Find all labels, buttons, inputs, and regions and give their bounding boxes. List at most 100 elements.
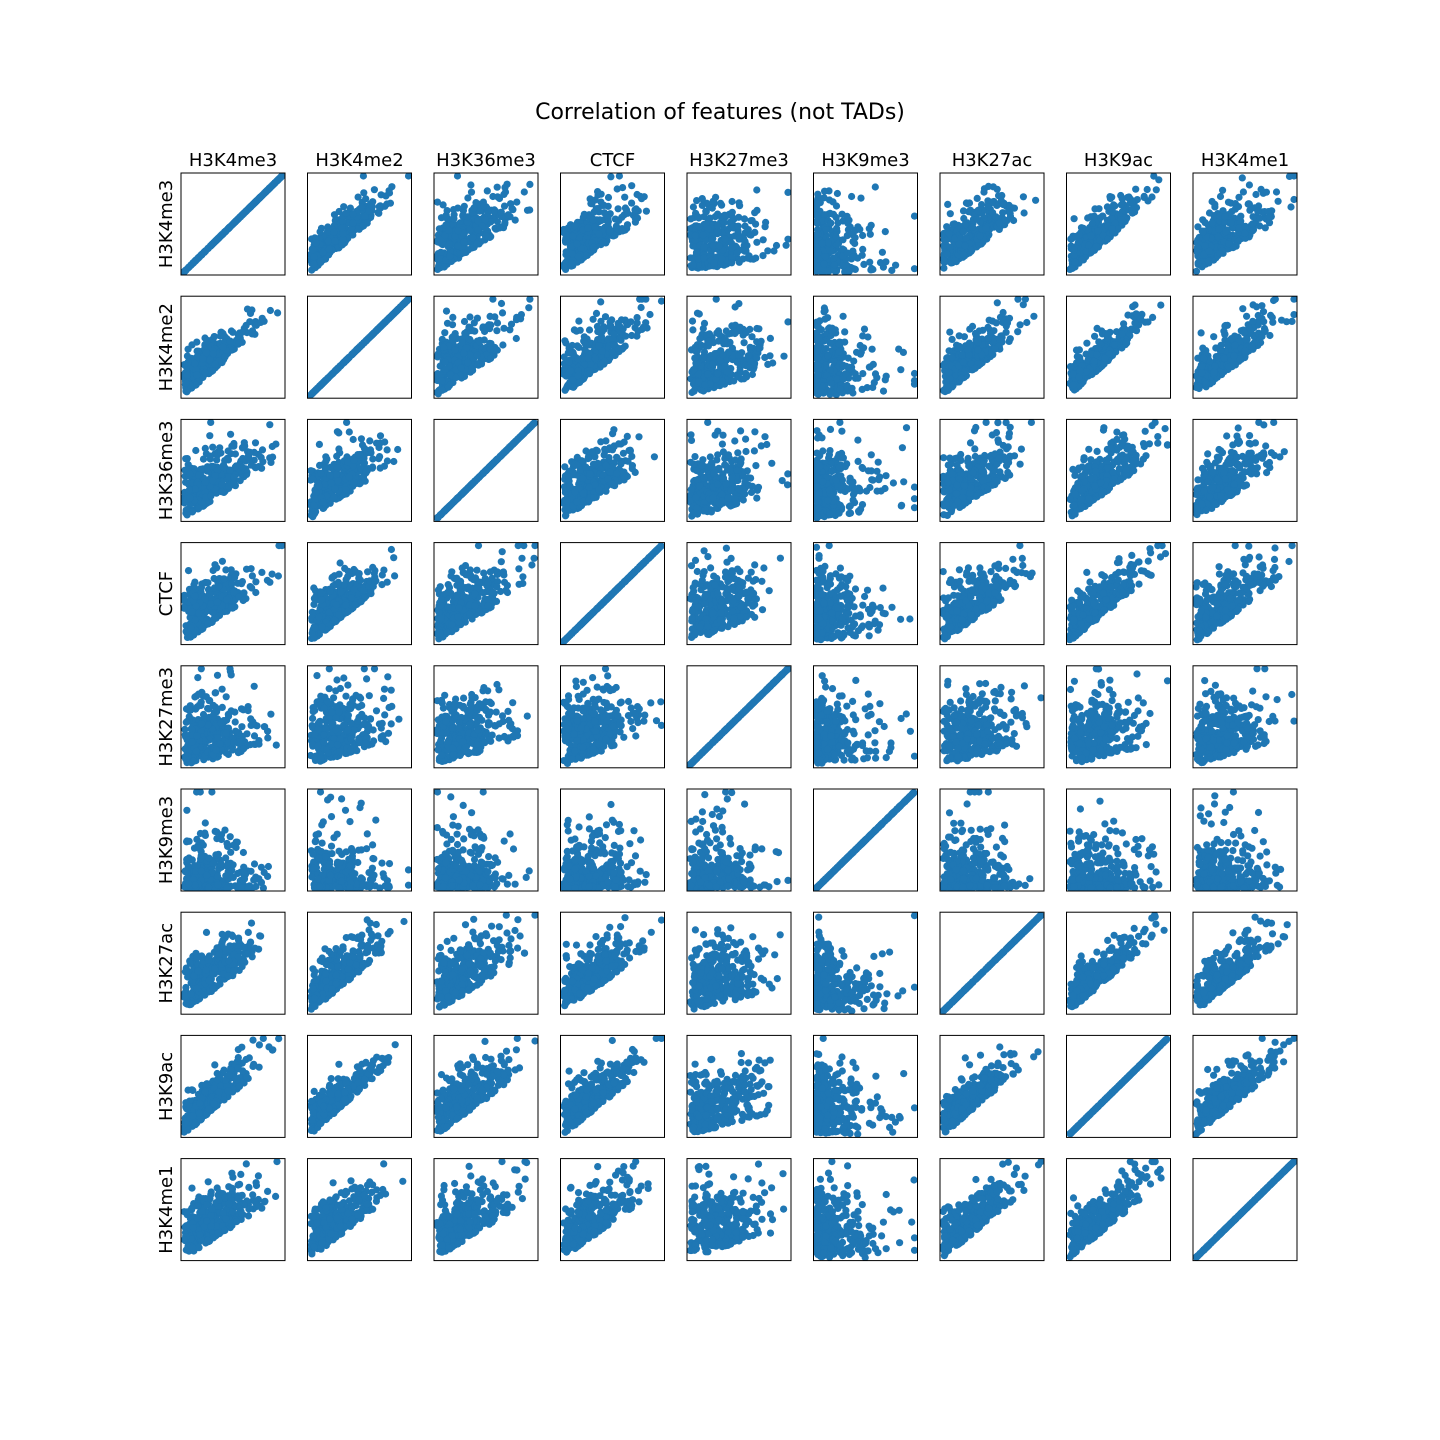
scatter-point xyxy=(735,199,743,207)
scatter-point xyxy=(1249,226,1258,234)
scatter-point xyxy=(827,219,835,227)
scatter-point xyxy=(743,241,751,250)
scatter-point xyxy=(723,368,731,376)
scatter-point xyxy=(868,345,876,353)
scatter-point xyxy=(474,217,482,225)
scatter-point xyxy=(618,227,626,235)
scatter-point xyxy=(1225,240,1233,248)
scatter-point xyxy=(978,201,986,209)
scatter-point xyxy=(361,212,369,220)
scatter-point xyxy=(359,222,368,230)
scatter-point xyxy=(575,343,583,351)
scatter-point xyxy=(945,230,953,238)
scatter-point xyxy=(610,330,618,338)
scatter-point xyxy=(617,345,626,353)
scatter-point xyxy=(486,345,495,353)
scatter-point xyxy=(876,259,885,267)
scatter-point xyxy=(512,334,520,343)
scatter-point xyxy=(700,254,708,262)
scatter-point xyxy=(748,370,757,379)
scatter-point xyxy=(608,316,616,324)
panel-points xyxy=(181,173,285,275)
scatter-point xyxy=(702,207,710,215)
scatter-point xyxy=(735,213,743,221)
scatter-point xyxy=(446,252,454,260)
scatter-point xyxy=(487,354,495,363)
scatter-point xyxy=(486,339,494,347)
scatter-point xyxy=(692,347,700,355)
scatter-point xyxy=(993,299,1001,307)
scatter-point xyxy=(1200,250,1208,259)
scatter-point xyxy=(202,349,210,357)
scatter-point xyxy=(882,258,890,266)
scatter-point xyxy=(706,380,714,388)
scatter-point xyxy=(185,263,193,271)
scatter-point xyxy=(631,206,639,214)
scatter-point xyxy=(181,361,188,369)
scatter-point xyxy=(708,204,716,212)
scatter-point xyxy=(606,323,614,331)
scatter-point xyxy=(1221,218,1229,226)
scatter-point xyxy=(999,201,1007,209)
scatter-point xyxy=(589,243,598,251)
scatter-point xyxy=(584,354,592,362)
scatter-point xyxy=(201,369,209,377)
scatter-point xyxy=(434,198,442,206)
scatter-point xyxy=(1254,208,1262,216)
scatter-point xyxy=(1075,238,1083,246)
scatter-point xyxy=(1088,246,1096,255)
panel-frame xyxy=(686,295,792,399)
scatter-point xyxy=(617,316,626,324)
scatter-point xyxy=(354,193,362,201)
scatter-point xyxy=(832,232,840,241)
scatter-point xyxy=(1252,190,1260,199)
scatter-point xyxy=(594,188,602,196)
scatter-point xyxy=(731,329,739,338)
scatter-point xyxy=(719,351,727,359)
scatter-point xyxy=(859,332,867,340)
scatter-point xyxy=(511,216,519,224)
col-label-h3k27ac: H3K27ac xyxy=(952,150,1033,171)
scatter-point xyxy=(742,329,750,337)
scatter-point xyxy=(454,242,462,250)
col-label-h3k4me1: H3K4me1 xyxy=(1201,150,1289,171)
scatter-point xyxy=(841,328,849,336)
scatter-point xyxy=(464,359,472,367)
scatter-point xyxy=(600,209,608,217)
scatter-point xyxy=(1201,242,1209,250)
scatter-point xyxy=(722,327,730,335)
scatter-point xyxy=(694,213,702,221)
scatter-point xyxy=(888,266,896,274)
scatter-point xyxy=(312,239,320,247)
panel-points xyxy=(687,186,791,272)
scatter-point xyxy=(1070,246,1078,254)
scatter-point xyxy=(959,358,968,366)
scatter-point xyxy=(581,340,589,348)
scatter-point xyxy=(339,217,347,225)
scatter-point xyxy=(1019,301,1027,309)
panel-frame xyxy=(813,172,918,276)
scatter-point xyxy=(844,267,852,275)
scatter-point xyxy=(736,366,744,375)
scatter-point xyxy=(481,216,489,224)
scatter-point xyxy=(434,353,442,361)
scatter-point xyxy=(569,376,577,384)
scatter-point xyxy=(814,371,822,379)
scatter-point xyxy=(1117,201,1125,209)
scatter-point xyxy=(370,186,378,194)
scatter-point xyxy=(571,222,579,230)
panel-points xyxy=(1193,173,1297,275)
scatter-point xyxy=(1215,225,1223,233)
scatter-point xyxy=(820,308,828,316)
scatter-point xyxy=(473,351,481,359)
panel-frame xyxy=(307,172,412,276)
scatter-point xyxy=(721,211,729,219)
scatter-point xyxy=(360,189,368,197)
scatter-point xyxy=(867,221,875,229)
scatter-point xyxy=(566,367,575,375)
scatter-point xyxy=(721,235,729,243)
panel-h3k4me3-vs-ctcf xyxy=(560,172,665,276)
scatter-point xyxy=(735,258,743,266)
scatter-point xyxy=(219,343,227,351)
scatter-point xyxy=(382,317,390,325)
